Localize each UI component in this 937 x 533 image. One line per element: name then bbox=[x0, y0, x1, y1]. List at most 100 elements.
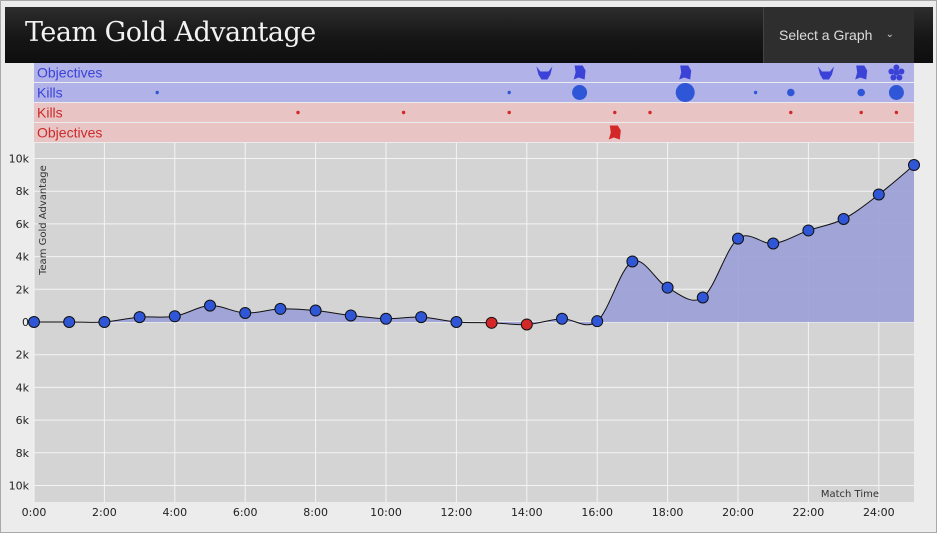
kill-marker bbox=[789, 110, 793, 115]
y-tick-label: 8k bbox=[16, 185, 30, 198]
baron-shape bbox=[536, 66, 553, 80]
kill-marker bbox=[507, 90, 511, 95]
data-point[interactable] bbox=[63, 316, 76, 328]
kill-marker bbox=[296, 110, 300, 115]
lane-blue-kills: Kills bbox=[34, 83, 914, 102]
data-point[interactable] bbox=[732, 232, 744, 245]
data-point[interactable] bbox=[28, 316, 40, 328]
data-point[interactable] bbox=[415, 311, 428, 324]
y-tick-label: 2k bbox=[16, 349, 30, 362]
tower-petal bbox=[896, 74, 903, 81]
data-point[interactable] bbox=[485, 316, 498, 329]
lane-label: Kills bbox=[37, 105, 63, 121]
y-tick-label: 10k bbox=[9, 480, 30, 493]
data-point[interactable] bbox=[133, 311, 146, 324]
tower-petal bbox=[893, 64, 900, 71]
x-tick-label: 2:00 bbox=[92, 506, 117, 519]
dragon-icon bbox=[608, 125, 621, 140]
dragon-icon bbox=[855, 65, 868, 80]
dragon-shape bbox=[573, 65, 586, 80]
data-point[interactable] bbox=[908, 159, 920, 172]
kill-marker bbox=[857, 88, 865, 97]
chevron-down-icon: ⌄ bbox=[885, 29, 894, 40]
baron-icon bbox=[818, 66, 834, 80]
x-tick-label: 8:00 bbox=[303, 506, 328, 519]
lane-label: Objectives bbox=[37, 65, 102, 81]
lane-blue-objectives: Objectives bbox=[34, 63, 914, 82]
x-tick-label: 18:00 bbox=[652, 506, 684, 519]
x-tick-label: 6:00 bbox=[233, 506, 258, 519]
data-point[interactable] bbox=[274, 302, 287, 315]
x-tick-label: 22:00 bbox=[793, 506, 825, 519]
x-tick-label: 24:00 bbox=[863, 506, 895, 519]
kill-marker bbox=[859, 110, 863, 115]
lane-red-kills: Kills bbox=[34, 103, 914, 122]
advantage-area bbox=[34, 165, 914, 325]
kill-marker bbox=[648, 110, 652, 115]
graph-select-dropdown[interactable]: Select a Graph ⌄ bbox=[763, 7, 914, 63]
y-tick-label: 0 bbox=[22, 316, 29, 329]
baron-icon bbox=[536, 66, 553, 80]
y-tick-label: 6k bbox=[16, 218, 30, 231]
y-tick-label: 10k bbox=[9, 153, 30, 166]
data-point[interactable] bbox=[309, 304, 322, 317]
kill-marker bbox=[675, 83, 695, 102]
kill-marker bbox=[753, 90, 758, 95]
y-axis-title: Team Gold Advantage bbox=[38, 165, 49, 276]
data-point[interactable] bbox=[450, 316, 463, 328]
page-title: Team Gold Advantage bbox=[25, 17, 316, 48]
dragon-shape bbox=[855, 65, 868, 80]
lane-background bbox=[34, 83, 914, 102]
data-point[interactable] bbox=[872, 188, 885, 201]
dragon-shape bbox=[679, 65, 692, 80]
header-bar: Team Gold Advantage Select a Graph ⌄ bbox=[5, 7, 933, 63]
kill-marker bbox=[401, 110, 406, 115]
x-tick-label: 4:00 bbox=[162, 506, 187, 519]
baron-shape bbox=[818, 66, 834, 80]
data-point[interactable] bbox=[837, 212, 850, 225]
tower-petal bbox=[888, 68, 895, 75]
x-tick-label: 12:00 bbox=[441, 506, 473, 519]
y-tick-label: 4k bbox=[16, 381, 30, 394]
data-point[interactable] bbox=[626, 255, 639, 268]
data-point[interactable] bbox=[520, 318, 533, 331]
plot-area: 0:00 2:00 4:00 6:00 8:00 10:00 12:00 14:00 16:00… bbox=[9, 143, 920, 519]
y-tick-label: 8k bbox=[16, 447, 30, 460]
graph-select-label: Select a Graph bbox=[779, 27, 873, 43]
x-tick-label: 0:00 bbox=[22, 506, 47, 519]
dragon-shape bbox=[608, 125, 621, 140]
data-point[interactable] bbox=[556, 312, 568, 325]
data-point[interactable] bbox=[380, 312, 392, 325]
data-point[interactable] bbox=[802, 224, 815, 237]
dragon-icon bbox=[679, 65, 692, 80]
kill-marker bbox=[888, 85, 904, 100]
data-point[interactable] bbox=[591, 315, 604, 328]
y-tick-label: 2k bbox=[16, 283, 30, 296]
lane-background bbox=[34, 103, 914, 122]
data-point[interactable] bbox=[696, 291, 709, 304]
data-point[interactable] bbox=[661, 281, 674, 294]
lane-label: Objectives bbox=[37, 125, 102, 141]
lane-background bbox=[34, 123, 914, 142]
tower-petal bbox=[890, 74, 897, 81]
x-tick-label: 20:00 bbox=[722, 506, 754, 519]
data-point[interactable] bbox=[168, 310, 181, 323]
data-point[interactable] bbox=[767, 237, 780, 250]
kill-marker bbox=[894, 110, 899, 115]
lane-background bbox=[34, 63, 914, 82]
x-tick-label: 10:00 bbox=[370, 506, 402, 519]
data-point[interactable] bbox=[98, 316, 111, 328]
kill-marker bbox=[507, 110, 511, 115]
kill-marker bbox=[787, 88, 795, 97]
tower-petal bbox=[893, 69, 900, 76]
tower-petal bbox=[898, 68, 905, 75]
dragon-icon bbox=[573, 65, 586, 80]
data-point[interactable] bbox=[344, 309, 357, 322]
tower-icon bbox=[888, 64, 905, 81]
kill-marker bbox=[155, 90, 159, 95]
x-axis-title: Match Time bbox=[821, 489, 879, 500]
data-point[interactable] bbox=[239, 307, 252, 320]
kill-marker bbox=[613, 110, 617, 115]
data-point[interactable] bbox=[204, 299, 216, 312]
